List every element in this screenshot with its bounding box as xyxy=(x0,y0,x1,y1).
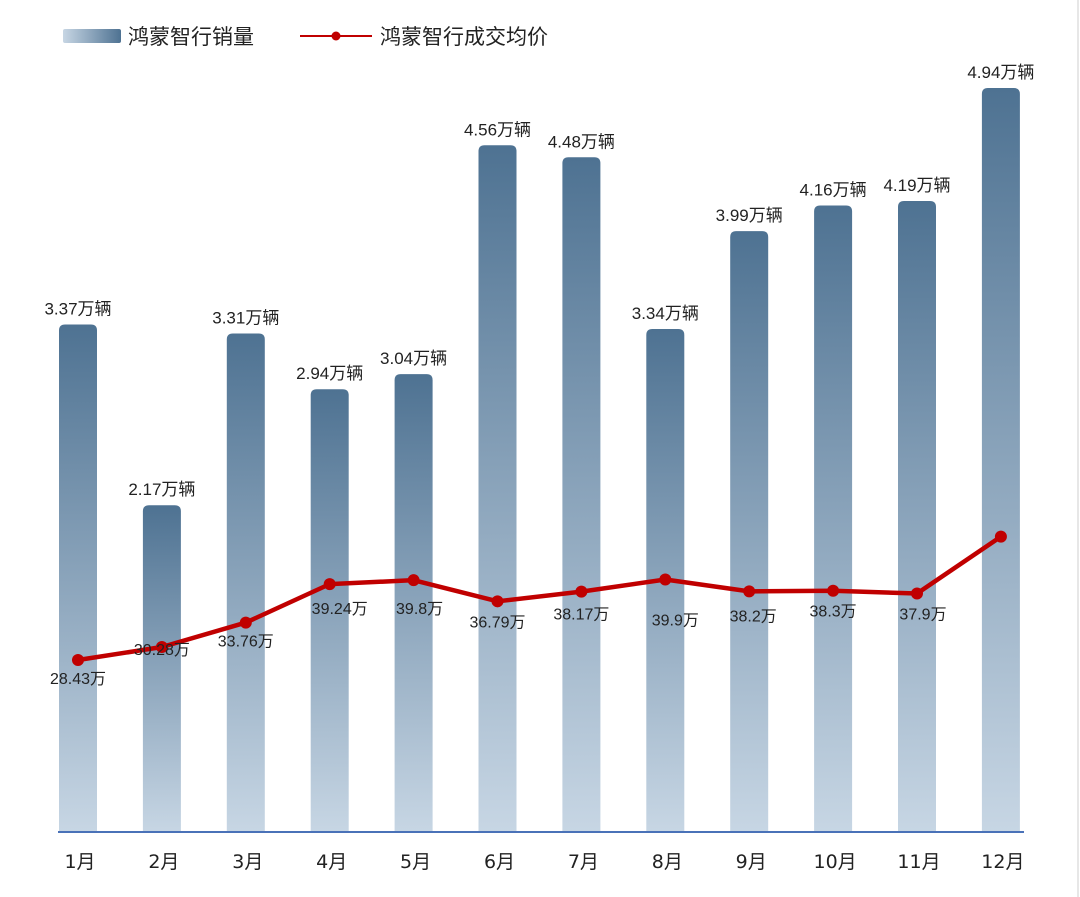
bar-value-label: 3.04万辆 xyxy=(380,349,447,368)
price-point-8 xyxy=(659,573,672,586)
price-value-label: 36.79万 xyxy=(469,614,525,631)
bar-7 xyxy=(562,157,601,832)
price-point-5 xyxy=(407,574,420,587)
x-tick-label: 9月 xyxy=(736,851,767,873)
bar-2 xyxy=(142,505,181,832)
price-value-label: 39.8万 xyxy=(396,601,443,618)
price-value-label: 38.17万 xyxy=(553,607,609,624)
bar-value-label: 4.94万辆 xyxy=(967,63,1034,82)
bar-value-label: 4.16万辆 xyxy=(800,181,867,200)
price-value-label: 39.9万 xyxy=(652,612,699,629)
x-tick-label: 10月 xyxy=(814,851,857,873)
bar-5 xyxy=(394,374,433,832)
bar-value-label: 4.56万辆 xyxy=(464,120,531,139)
x-tick-label: 5月 xyxy=(400,851,431,873)
x-tick-label: 3月 xyxy=(232,851,263,873)
bar-value-label: 3.99万辆 xyxy=(716,206,783,225)
bar-11 xyxy=(898,200,936,833)
price-value-label: 38.3万 xyxy=(810,604,857,621)
x-tick-label: 7月 xyxy=(568,851,599,873)
bar-4 xyxy=(310,389,349,832)
price-value-label: 38.2万 xyxy=(730,608,777,625)
x-tick-label: 6月 xyxy=(484,851,515,873)
price-value-label: 39.24万 xyxy=(312,601,368,618)
price-point-2 xyxy=(155,641,168,654)
legend-bar-label: 鸿蒙智行销量 xyxy=(128,25,254,49)
bar-6 xyxy=(478,145,517,832)
bar-value-label: 2.94万辆 xyxy=(296,364,363,383)
bar-3 xyxy=(226,333,265,832)
x-tick-label: 12月 xyxy=(981,851,1024,873)
bar-value-label: 3.31万辆 xyxy=(212,309,279,328)
bar-1 xyxy=(59,324,97,832)
line-labels: 28.43万 30.28万 33.76万 39.24万 39.8万 36.79万 38.17… xyxy=(50,601,947,688)
legend-line-marker xyxy=(331,31,341,41)
bar-12 xyxy=(981,88,1020,832)
legend-bar-swatch xyxy=(63,29,121,43)
bar-series xyxy=(59,88,1020,833)
price-value-label: 30.28万 xyxy=(134,642,190,659)
price-point-12 xyxy=(994,530,1007,543)
price-point-3 xyxy=(239,616,252,629)
price-point-1 xyxy=(72,654,84,666)
bar-9 xyxy=(730,231,769,832)
price-point-7 xyxy=(575,585,588,598)
legend: 鸿蒙智行销量 鸿蒙智行成交均价 xyxy=(63,25,548,49)
bar-value-label: 4.48万辆 xyxy=(548,132,615,151)
price-value-label: 28.43万 xyxy=(50,671,106,688)
price-point-9 xyxy=(743,585,756,598)
price-point-11 xyxy=(911,587,923,600)
legend-line-label: 鸿蒙智行成交均价 xyxy=(380,25,548,49)
price-point-10 xyxy=(827,584,840,597)
price-point-6 xyxy=(491,595,504,608)
bar-value-label: 3.34万辆 xyxy=(632,304,699,323)
bar-10 xyxy=(814,205,853,832)
line-series xyxy=(72,530,1007,666)
bar-labels: 3.37万辆 2.17万辆 3.31万辆 2.94万辆 3.04万辆 4.56万辆 4.48… xyxy=(44,63,1034,499)
x-tick-label: 1月 xyxy=(64,851,95,873)
x-tick-label: 4月 xyxy=(316,851,347,873)
price-line xyxy=(75,534,1004,663)
price-value-label: 33.76万 xyxy=(218,634,274,651)
x-tick-label: 11月 xyxy=(897,851,940,873)
price-point-4 xyxy=(323,578,336,591)
bar-value-label: 2.17万辆 xyxy=(128,480,195,499)
x-axis-ticks: 1月 2月 3月 4月 5月 6月 7月 8月 9月 10月 11月 12月 xyxy=(64,851,1024,873)
bar-value-label: 3.37万辆 xyxy=(44,299,111,318)
bar-value-label: 4.19万辆 xyxy=(883,176,950,195)
price-value-label: 37.9万 xyxy=(899,607,946,624)
x-tick-label: 2月 xyxy=(148,851,179,873)
x-tick-label: 8月 xyxy=(652,851,683,873)
